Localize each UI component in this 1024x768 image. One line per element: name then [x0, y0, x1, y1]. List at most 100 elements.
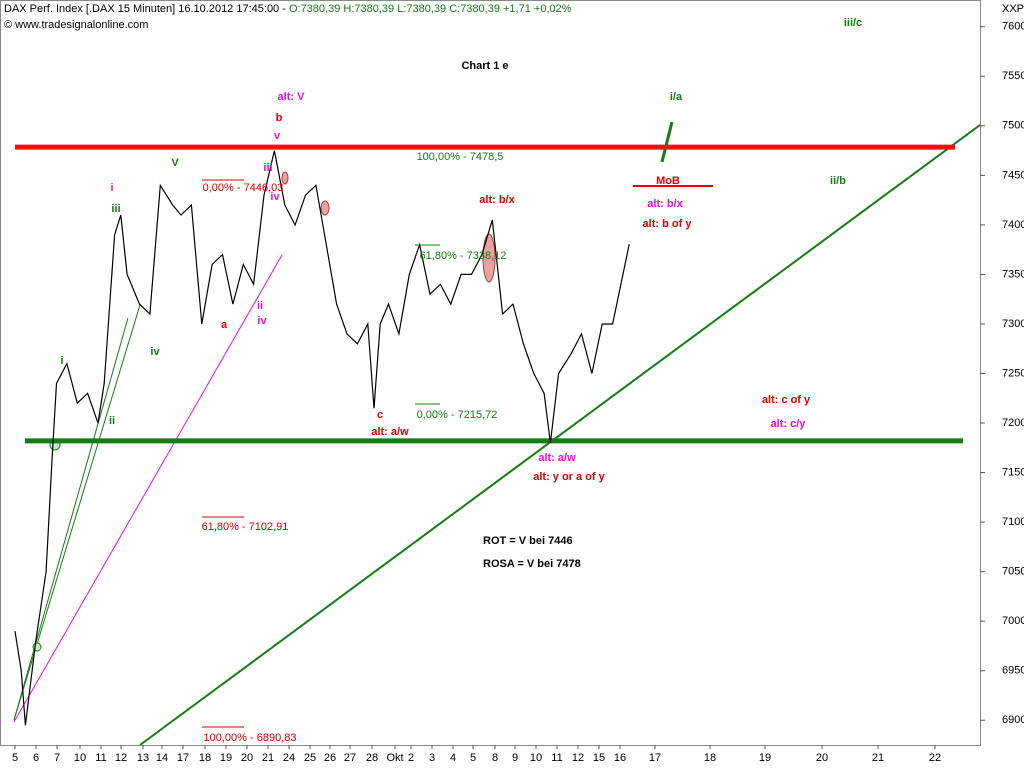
- x-tick-label: 17: [177, 752, 189, 764]
- fib-label: 100,00% - 7478,5: [417, 151, 504, 163]
- x-tick-label: 27: [344, 752, 356, 764]
- x-tick-label: 11: [551, 752, 562, 764]
- x-tick-label: 7: [54, 752, 60, 764]
- annotation: iii/c: [844, 17, 862, 29]
- x-tick-label: 21: [872, 752, 884, 764]
- annotation: iv: [150, 346, 160, 358]
- x-tick-label: 13: [137, 752, 149, 764]
- x-tick-label: 16: [614, 752, 626, 764]
- fib-label: 61,80% - 7102,91: [202, 521, 289, 533]
- annotation: iv: [270, 191, 280, 203]
- y-tick-label: 7150: [1002, 466, 1024, 478]
- x-tick-label: 20: [816, 752, 828, 764]
- x-tick-label: 10: [74, 752, 86, 764]
- marker: [320, 200, 330, 216]
- annotation: alt: b/x: [479, 194, 515, 206]
- x-tick-label: 21: [262, 752, 274, 764]
- y-tick-label: 7000: [1002, 615, 1024, 627]
- annotation: iii: [263, 162, 272, 174]
- y-tick-label: 7450: [1002, 169, 1024, 181]
- x-tick-label: 24: [283, 752, 295, 764]
- annotation: iv: [257, 315, 267, 327]
- trend-line: [13, 254, 283, 723]
- annotation: v: [274, 130, 281, 142]
- x-tick-label: 19: [220, 752, 232, 764]
- y-tick-label: 7100: [1002, 516, 1024, 528]
- annotation: i: [60, 355, 63, 367]
- annotation: alt: a/w: [371, 426, 409, 438]
- annotation: a: [221, 319, 228, 331]
- header: DAX Perf. Index [.DAX 15 Minuten] 16.10.…: [4, 3, 572, 15]
- annotation: iii: [111, 203, 120, 215]
- x-tick-label: 12: [115, 752, 127, 764]
- annotation: i/a: [670, 91, 683, 103]
- y-tick-label: 7400: [1002, 219, 1024, 231]
- x-tick-label: 3: [429, 752, 435, 764]
- x-tick-label: 5: [12, 752, 18, 764]
- annotation: V: [171, 157, 179, 169]
- y-tick-label: 7200: [1002, 417, 1024, 429]
- annotation: ii: [257, 300, 263, 312]
- y-tick-label: 7600: [1002, 21, 1024, 33]
- y-tick-label: 7500: [1002, 120, 1024, 132]
- x-tick-label: 20: [241, 752, 253, 764]
- x-tick-label: 5: [470, 752, 476, 764]
- y-tick-label: 6950: [1002, 665, 1024, 677]
- marker: [482, 233, 496, 283]
- x-tick-label: 17: [649, 752, 661, 764]
- annotation: MoB: [656, 175, 680, 187]
- x-tick-label: 10: [530, 752, 542, 764]
- x-tick-label: 18: [704, 752, 716, 764]
- x-tick-label: 15: [593, 752, 605, 764]
- x-tick-label: 26: [324, 752, 336, 764]
- x-tick-label: 14: [156, 752, 168, 764]
- fib-label: 0,00% - 7215,72: [417, 409, 498, 421]
- x-tick-label: 9: [512, 752, 518, 764]
- y-tick-label: 7250: [1002, 367, 1024, 379]
- y-tick-label: 7550: [1002, 70, 1024, 82]
- x-tick-label: 12: [572, 752, 584, 764]
- header-text: DAX Perf. Index [.DAX 15 Minuten] 16.10.…: [4, 3, 289, 15]
- axis-label: XXP: [1002, 3, 1024, 15]
- fib-label: 61,80% - 7338,12: [420, 250, 507, 262]
- fib-label: 0,00% - 7446,03: [203, 182, 284, 194]
- trend-line: [13, 317, 129, 721]
- arrow: [660, 121, 674, 163]
- x-tick-label: 11: [95, 752, 106, 764]
- source: © www.tradesignalonline.com: [4, 19, 148, 31]
- x-tick-label: 19: [759, 752, 771, 764]
- x-tick-label: 18: [199, 752, 211, 764]
- annotation: b: [276, 112, 283, 124]
- annotation: alt: a/w: [538, 452, 576, 464]
- x-tick-label: 6: [33, 752, 39, 764]
- y-tick-label: 6900: [1002, 714, 1024, 726]
- annotation: alt: y or a of y: [533, 471, 605, 483]
- annotation: ROT = V bei 7446: [483, 535, 573, 547]
- annotation: alt: b/x: [647, 198, 683, 210]
- annotation: alt: V: [278, 91, 306, 103]
- annotation: i: [110, 182, 113, 194]
- y-tick-label: 7300: [1002, 318, 1024, 330]
- annotation: c: [377, 409, 383, 421]
- x-tick-label: 8: [492, 752, 498, 764]
- annotation: ii: [109, 415, 115, 427]
- annotation: alt: c of y: [762, 394, 811, 406]
- price-line: [14, 150, 630, 726]
- y-tick-label: 7050: [1002, 566, 1024, 578]
- annotation: ii/b: [830, 175, 846, 187]
- annotation: alt: c/y: [771, 418, 807, 430]
- x-tick-label: 4: [450, 752, 456, 764]
- trend-line: [139, 124, 981, 746]
- x-tick-label: Okt: [386, 752, 403, 764]
- x-tick-label: 28: [366, 752, 378, 764]
- x-tick-label: 22: [929, 752, 941, 764]
- quote: O:7380,39 H:7380,39 L:7380,39 C:7380,39 …: [289, 3, 572, 15]
- marker: [281, 171, 289, 185]
- x-tick-label: 25: [304, 752, 316, 764]
- annotation: alt: b of y: [643, 218, 693, 230]
- chart-title: Chart 1 e: [461, 60, 508, 72]
- y-tick-label: 7350: [1002, 268, 1024, 280]
- x-tick-label: 2: [408, 752, 414, 764]
